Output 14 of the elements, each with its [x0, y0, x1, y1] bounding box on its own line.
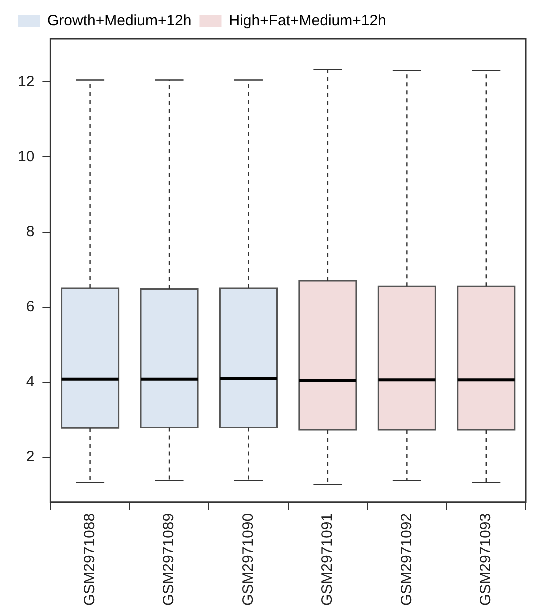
y-tick-label: 12: [18, 73, 35, 90]
x-tick-label: GSM2971091: [319, 513, 336, 606]
x-tick-label: GSM2971088: [81, 513, 98, 606]
y-tick-label: 10: [18, 148, 35, 166]
x-tick-label: GSM2971093: [478, 513, 495, 606]
x-tick-label: GSM2971090: [240, 513, 257, 606]
y-tick-label: 8: [26, 223, 35, 240]
y-tick-label: 2: [26, 448, 35, 466]
y-tick-label: 6: [26, 298, 35, 316]
x-tick-label: GSM2971089: [160, 513, 178, 606]
legend-label: High+Fat+Medium+12h: [229, 12, 386, 30]
x-tick-label: GSM2971092: [398, 513, 416, 606]
y-tick-label: 4: [26, 373, 35, 390]
legend-label: Growth+Medium+12h: [48, 12, 192, 30]
